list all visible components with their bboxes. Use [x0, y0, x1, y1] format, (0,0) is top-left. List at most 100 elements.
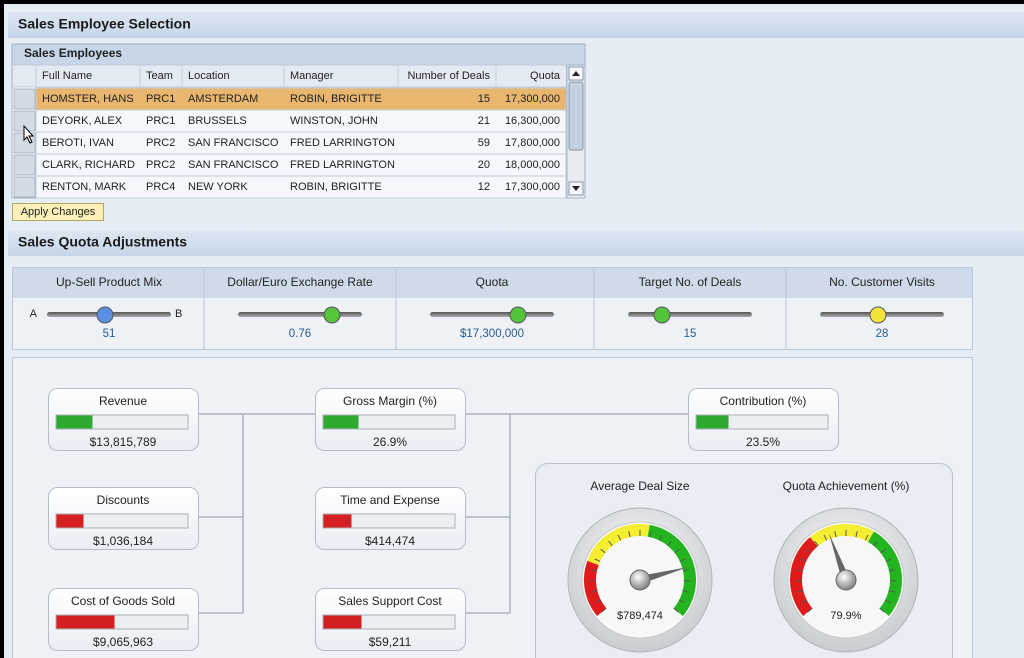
kpi-bar-fill	[56, 415, 93, 429]
row-selector[interactable]	[13, 176, 36, 198]
kpi-value: 26.9%	[373, 435, 407, 449]
slider-label: Target No. of Deals	[639, 275, 742, 289]
gauge-tick	[823, 534, 828, 541]
kpi-label: Cost of Goods Sold	[71, 594, 175, 608]
gauge-tick	[600, 548, 606, 554]
cursor	[23, 124, 35, 144]
row-selector[interactable]	[13, 154, 36, 176]
gauge-tick	[590, 569, 598, 572]
gauge-tick	[873, 540, 878, 547]
gauge-zone	[587, 524, 650, 566]
gauge-tick	[617, 534, 622, 541]
slider-value: 51	[103, 328, 116, 340]
table-cell: ROBIN, BRIGITTE	[290, 181, 382, 193]
gauge-value: $789,474	[617, 610, 663, 622]
kpi-label: Sales Support Cost	[338, 594, 442, 608]
table-cell: NEW YORK	[188, 181, 248, 193]
table-cell: DEYORK, ALEX	[42, 115, 123, 127]
slider-max-label: B	[175, 308, 182, 320]
slider-min-label: A	[30, 308, 38, 320]
column-header: Quota	[530, 70, 561, 82]
gauge-tick	[674, 548, 680, 554]
kpi-value: $59,211	[369, 635, 412, 649]
table-cell: FRED LARRINGTON	[290, 137, 395, 149]
gauge-tick	[678, 599, 685, 604]
table-cell: WINSTON, JOHN	[290, 115, 378, 127]
scroll-thumb[interactable]	[568, 81, 584, 151]
gauge-zone	[810, 524, 874, 547]
table-row[interactable]	[35, 175, 567, 199]
table-cell: PRC2	[146, 159, 175, 171]
slider-track	[238, 312, 362, 317]
table-title-bar	[12, 44, 585, 65]
gauge-tick	[673, 607, 679, 613]
section-header	[8, 231, 1024, 256]
gauge-zone	[867, 531, 902, 616]
kpi-bar-track	[322, 513, 456, 529]
gauge-knob	[629, 569, 651, 591]
gauge-tick	[800, 558, 807, 562]
gauge-needle	[638, 567, 689, 584]
kpi-label: Discounts	[97, 493, 150, 507]
table-cell: RENTON, MARK	[42, 181, 127, 193]
kpi-value: $1,036,184	[93, 534, 153, 548]
table-cell: 12	[478, 181, 490, 193]
table-cell: 59	[478, 137, 490, 149]
gauge-tick	[796, 569, 804, 572]
gauge-tick	[591, 590, 598, 593]
gauge-label: Quota Achievement (%)	[783, 479, 910, 493]
gauge-knob	[835, 569, 857, 591]
slider-thumb[interactable]	[509, 306, 527, 324]
gauge-label: Average Deal Size	[590, 479, 689, 493]
kpi-label: Gross Margin (%)	[343, 394, 437, 408]
gauge-tick	[594, 558, 601, 562]
slider-thumb[interactable]	[869, 306, 887, 324]
table-cell: PRC4	[146, 181, 175, 193]
gauge-tick	[595, 599, 602, 604]
kpi-label: Time and Expense	[340, 493, 440, 507]
slider-thumb[interactable]	[323, 306, 341, 324]
gauge-zone	[790, 537, 818, 616]
slider-value: $17,300,000	[460, 328, 524, 340]
arrow-icon	[572, 186, 580, 191]
slider-value: 28	[876, 328, 889, 340]
column-header: Number of Deals	[407, 70, 490, 82]
gauge-tick	[885, 558, 892, 562]
table-cell: SAN FRANCISCO	[188, 159, 279, 171]
section-title: Sales Quota Adjustments	[18, 234, 187, 250]
table-cell: 21	[478, 115, 490, 127]
kpi-bar-fill	[56, 615, 115, 629]
apply-button[interactable]	[12, 203, 104, 221]
slider-header	[13, 268, 972, 298]
row-selector[interactable]	[13, 88, 36, 110]
table-cell: BEROTI, IVAN	[42, 137, 114, 149]
table-cell: 17,300,000	[505, 181, 560, 193]
kpi-bar-fill	[696, 415, 729, 429]
table-title: Sales Employees	[24, 46, 122, 60]
gauge-value: 79.9%	[830, 610, 861, 622]
gauge-tick	[628, 531, 631, 538]
gauge-zone	[584, 560, 607, 616]
gauge-tick	[855, 531, 858, 538]
gauge-tick	[649, 531, 652, 538]
slider-thumb[interactable]	[96, 306, 114, 324]
slider-thumb[interactable]	[653, 306, 671, 324]
table-cell: 15	[478, 93, 490, 105]
gauge-tick	[797, 590, 804, 593]
slider-value: 0.76	[289, 328, 311, 340]
kpi-value: $9,065,963	[93, 635, 153, 649]
column-header: Team	[146, 70, 173, 82]
kpi-bar-fill	[323, 615, 362, 629]
arrow-icon	[572, 71, 580, 76]
section-title: Sales Employee Selection	[18, 16, 191, 32]
slider-track	[628, 312, 752, 317]
table-cell: 16,300,000	[505, 115, 560, 127]
table-cell: CLARK, RICHARD	[42, 159, 135, 171]
gauge-tick	[814, 540, 819, 547]
gauge-tick	[806, 548, 812, 554]
table-cell: 20	[478, 159, 490, 171]
table-cell: SAN FRANCISCO	[188, 137, 279, 149]
table-cell: HOMSTER, HANS	[42, 93, 134, 105]
kpi-value: $13,815,789	[90, 435, 157, 449]
